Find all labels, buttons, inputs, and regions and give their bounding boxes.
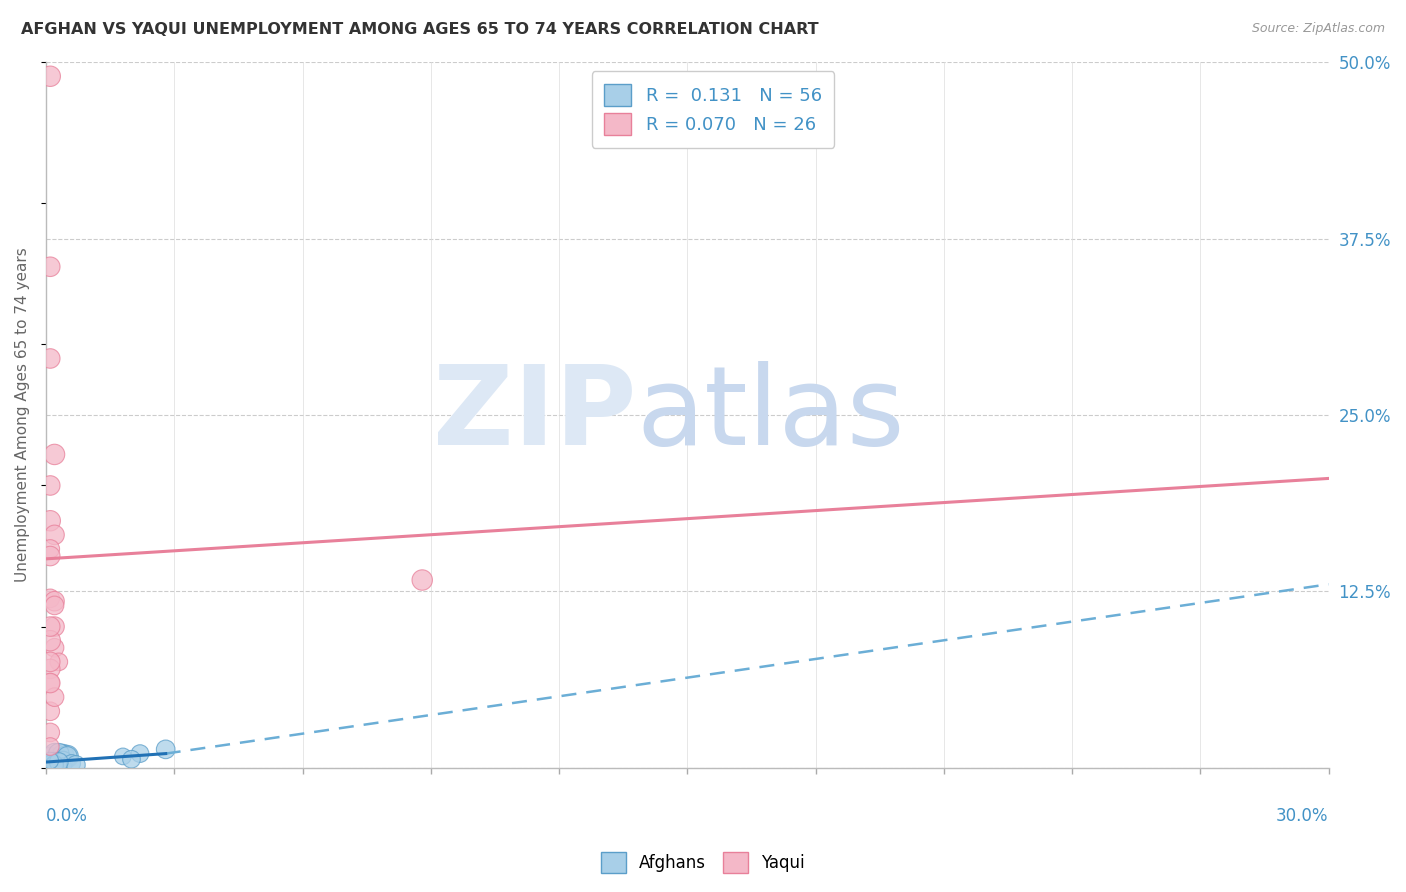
- Point: [121, 752, 143, 766]
- Point: [44, 759, 66, 773]
- Text: Source: ZipAtlas.com: Source: ZipAtlas.com: [1251, 22, 1385, 36]
- Point: [44, 599, 66, 613]
- Point: [52, 756, 75, 771]
- Point: [44, 747, 66, 761]
- Point: [44, 594, 66, 608]
- Point: [48, 655, 70, 669]
- Point: [48, 752, 70, 766]
- Point: [44, 757, 66, 772]
- Point: [44, 619, 66, 633]
- Point: [48, 755, 70, 769]
- Point: [39, 725, 62, 739]
- Point: [39, 541, 62, 556]
- Point: [44, 759, 66, 773]
- Point: [44, 640, 66, 655]
- Point: [52, 754, 75, 768]
- Point: [39, 676, 62, 690]
- Point: [44, 690, 66, 705]
- Point: [39, 739, 62, 754]
- Point: [48, 759, 70, 773]
- Text: atlas: atlas: [636, 361, 904, 468]
- Point: [52, 747, 75, 762]
- Point: [52, 759, 75, 773]
- Point: [44, 756, 66, 771]
- Legend: Afghans, Yaqui: Afghans, Yaqui: [595, 846, 811, 880]
- Point: [39, 676, 62, 690]
- Text: AFGHAN VS YAQUI UNEMPLOYMENT AMONG AGES 65 TO 74 YEARS CORRELATION CHART: AFGHAN VS YAQUI UNEMPLOYMENT AMONG AGES …: [21, 22, 818, 37]
- Point: [39, 759, 62, 773]
- Y-axis label: Unemployment Among Ages 65 to 74 years: Unemployment Among Ages 65 to 74 years: [15, 248, 30, 582]
- Text: ZIP: ZIP: [433, 361, 636, 468]
- Point: [44, 754, 66, 768]
- Point: [411, 573, 433, 587]
- Point: [39, 69, 62, 83]
- Point: [56, 749, 79, 764]
- Point: [39, 754, 62, 768]
- Point: [39, 756, 62, 771]
- Point: [39, 755, 62, 769]
- Point: [39, 759, 62, 773]
- Point: [39, 619, 62, 633]
- Point: [39, 759, 62, 773]
- Point: [44, 759, 66, 773]
- Point: [48, 747, 70, 761]
- Point: [56, 749, 79, 764]
- Point: [44, 755, 66, 769]
- Legend: R =  0.131   N = 56, R = 0.070   N = 26: R = 0.131 N = 56, R = 0.070 N = 26: [592, 71, 834, 148]
- Point: [39, 759, 62, 773]
- Point: [39, 754, 62, 768]
- Point: [44, 755, 66, 769]
- Point: [44, 757, 66, 772]
- Point: [48, 756, 70, 771]
- Point: [39, 704, 62, 718]
- Point: [39, 351, 62, 366]
- Point: [39, 759, 62, 773]
- Point: [44, 447, 66, 461]
- Point: [39, 549, 62, 563]
- Point: [39, 655, 62, 669]
- Point: [39, 759, 62, 773]
- Point: [39, 591, 62, 606]
- Point: [44, 755, 66, 769]
- Point: [39, 749, 62, 764]
- Point: [39, 759, 62, 773]
- Point: [44, 757, 66, 772]
- Point: [65, 757, 87, 772]
- Point: [39, 759, 62, 773]
- Point: [129, 747, 152, 761]
- Text: 0.0%: 0.0%: [46, 806, 87, 824]
- Point: [60, 756, 83, 771]
- Point: [155, 742, 177, 756]
- Point: [39, 260, 62, 274]
- Point: [48, 755, 70, 769]
- Point: [52, 756, 75, 771]
- Point: [39, 514, 62, 528]
- Point: [39, 759, 62, 773]
- Point: [111, 749, 134, 764]
- Point: [39, 633, 62, 648]
- Point: [48, 756, 70, 771]
- Point: [48, 752, 70, 766]
- Point: [39, 757, 62, 772]
- Point: [39, 662, 62, 676]
- Point: [52, 754, 75, 768]
- Point: [39, 757, 62, 772]
- Point: [44, 759, 66, 773]
- Point: [39, 478, 62, 492]
- Point: [39, 756, 62, 771]
- Point: [39, 759, 62, 773]
- Text: 30.0%: 30.0%: [1277, 806, 1329, 824]
- Point: [48, 755, 70, 769]
- Point: [48, 751, 70, 765]
- Point: [44, 528, 66, 542]
- Point: [44, 756, 66, 771]
